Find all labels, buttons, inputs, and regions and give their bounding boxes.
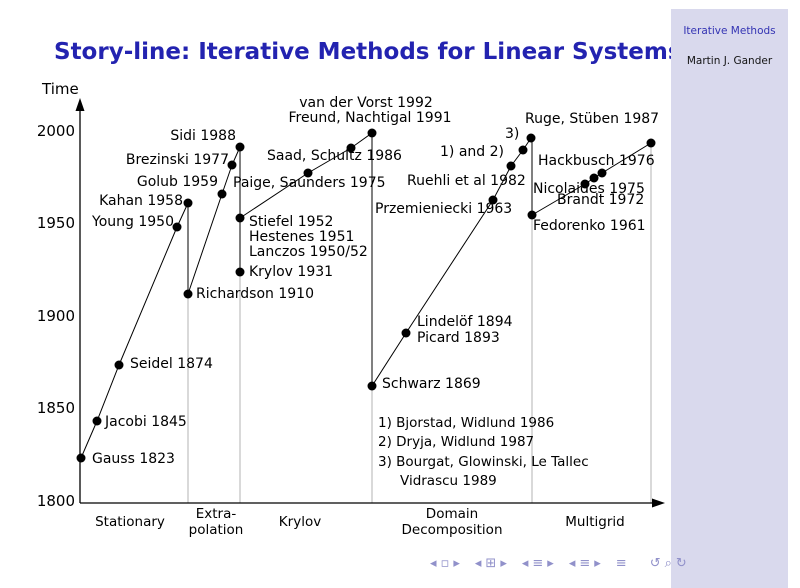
data-point xyxy=(589,173,599,183)
slide-nav: ◂ ▫ ▸ xyxy=(428,556,462,571)
sidebar-presentation-title: Iterative Methods xyxy=(683,25,776,37)
connector-line xyxy=(371,137,532,387)
data-point xyxy=(172,222,182,232)
history-nav: ↺ ⌕ ↻ xyxy=(648,556,689,571)
subsection-nav-symbol[interactable]: ≡ xyxy=(532,556,544,571)
connector-line xyxy=(80,202,189,459)
data-point xyxy=(597,168,607,178)
data-point xyxy=(646,138,656,148)
frame-nav: ◂ ⊞ ▸ xyxy=(473,556,509,571)
beamer-navigation-bar: ◂ ▫ ▸ ◂ ⊞ ▸ ◂ ≡ ▸ ◂ ≡ ▸ ≡ ↺ ⌕ ↻ xyxy=(428,556,689,571)
history-nav-symbol[interactable]: ↺ xyxy=(649,556,661,571)
appendix-nav: ≡ xyxy=(614,556,629,571)
data-point xyxy=(367,128,377,138)
section-nav-symbol[interactable]: ▸ xyxy=(594,556,601,571)
data-point xyxy=(303,168,313,178)
data-point xyxy=(92,416,102,426)
slide-nav-symbol[interactable]: ▫ xyxy=(440,556,450,571)
data-point xyxy=(518,145,528,155)
history-nav-symbol[interactable]: ↻ xyxy=(675,556,687,571)
data-point xyxy=(580,179,590,189)
section-nav: ◂ ≡ ▸ xyxy=(567,556,603,571)
slide-nav-symbol[interactable]: ◂ xyxy=(430,556,437,571)
frame-nav-symbol[interactable]: ◂ xyxy=(474,556,482,571)
section-nav-symbol[interactable]: ◂ xyxy=(568,556,576,571)
subsection-nav-symbol[interactable]: ▸ xyxy=(547,556,554,571)
data-point xyxy=(227,160,237,170)
data-point xyxy=(217,189,227,199)
y-axis-arrow xyxy=(75,98,85,111)
data-point xyxy=(488,195,498,205)
data-point xyxy=(183,198,193,208)
x-axis-arrow xyxy=(652,498,665,508)
data-point xyxy=(183,289,193,299)
slide-nav-symbol[interactable]: ▸ xyxy=(453,556,460,571)
section-nav-symbol[interactable]: ≡ xyxy=(579,556,591,571)
data-point xyxy=(76,453,86,463)
frame-nav-symbol[interactable]: ▸ xyxy=(500,556,507,571)
data-point xyxy=(367,381,377,391)
data-point xyxy=(506,161,516,171)
appendix-nav-symbol[interactable]: ≡ xyxy=(615,556,627,571)
data-point xyxy=(235,267,245,277)
sidebar: Iterative Methods Martin J. Gander xyxy=(671,9,788,588)
sidebar-author: Martin J. Gander xyxy=(686,55,773,67)
frame-nav-symbol[interactable]: ⊞ xyxy=(485,556,497,571)
data-point xyxy=(235,142,245,152)
data-point xyxy=(527,210,537,220)
slide-title: Story-line: Iterative Methods for Linear… xyxy=(54,39,682,66)
history-nav-symbol[interactable]: ⌕ xyxy=(664,556,672,571)
data-point xyxy=(114,360,124,370)
data-point xyxy=(526,133,536,143)
subsection-nav: ◂ ≡ ▸ xyxy=(520,556,556,571)
subsection-nav-symbol[interactable]: ◂ xyxy=(521,556,529,571)
data-point xyxy=(346,143,356,153)
data-point xyxy=(401,328,411,338)
data-point xyxy=(235,213,245,223)
